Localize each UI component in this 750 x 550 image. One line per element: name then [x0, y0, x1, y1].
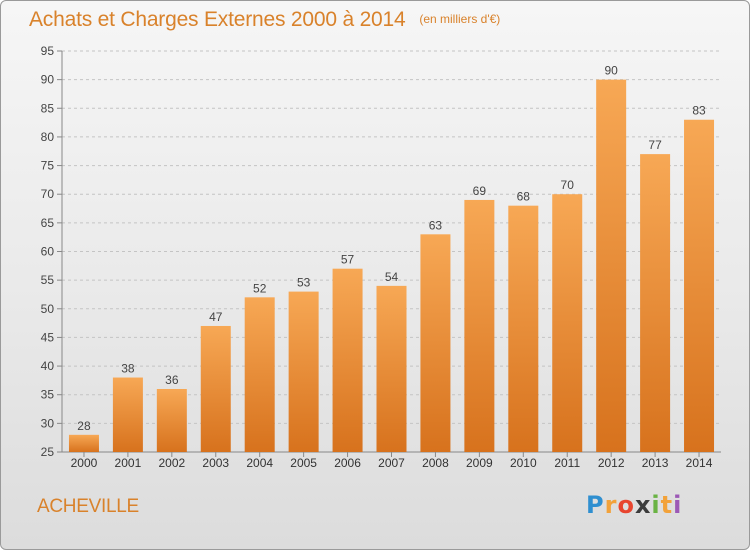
x-tick-label-2013: 2013 — [642, 456, 669, 470]
x-tick-label-2012: 2012 — [598, 456, 625, 470]
bar-2007 — [376, 285, 407, 452]
x-tick-label-2011: 2011 — [554, 456, 580, 470]
x-tick-label-2014: 2014 — [686, 456, 713, 470]
bar-2005 — [288, 291, 319, 452]
chart-title-text: Achats et Charges Externes 2000 à 2014 — [29, 8, 406, 31]
x-tick-label-2002: 2002 — [158, 456, 185, 470]
data-label-2007: 54 — [385, 270, 399, 284]
bar-2011 — [552, 194, 583, 452]
x-tick-label-2006: 2006 — [334, 456, 361, 470]
data-label-2002: 36 — [165, 373, 179, 387]
data-label-2011: 70 — [561, 178, 575, 192]
bar-2008 — [420, 234, 451, 452]
bar-2000 — [68, 434, 99, 452]
data-label-2009: 69 — [473, 184, 487, 198]
x-tick-label-2000: 2000 — [71, 456, 98, 470]
bar-2006 — [332, 268, 363, 452]
x-tick-label-2004: 2004 — [246, 456, 273, 470]
data-label-2010: 68 — [517, 190, 531, 204]
bar-2014 — [684, 119, 715, 452]
data-labels: 28 2000 38 2001 36 2002 47 2003 52 2004 53 2005 57 20… — [71, 64, 713, 470]
y-tick-label: 25 — [41, 445, 55, 459]
y-tick-label: 40 — [41, 359, 55, 373]
data-label-2001: 38 — [121, 362, 135, 376]
bar-2001 — [112, 377, 143, 452]
data-label-2012: 90 — [604, 64, 618, 78]
data-label-2004: 52 — [253, 281, 267, 295]
y-tick-label: 60 — [41, 245, 55, 259]
bar-2003 — [200, 325, 231, 452]
bar-2012 — [596, 79, 627, 453]
data-label-2005: 53 — [297, 276, 311, 290]
data-label-2000: 28 — [77, 419, 91, 433]
x-tick-label-2008: 2008 — [422, 456, 449, 470]
x-tick-label-2001: 2001 — [115, 456, 142, 470]
chart-title: Achats et Charges Externes 2000 à 2014 (… — [29, 8, 500, 32]
y-tick-label: 35 — [41, 388, 55, 402]
data-label-2006: 57 — [341, 253, 355, 267]
x-tick-label-2010: 2010 — [510, 456, 537, 470]
y-tick-label: 80 — [41, 130, 55, 144]
y-tick-label: 50 — [41, 302, 55, 316]
commune-name: ACHEVILLE — [37, 496, 139, 517]
x-tick-label-2009: 2009 — [466, 456, 493, 470]
y-tick-label: 95 — [41, 44, 55, 58]
bars — [68, 79, 715, 453]
y-tick-label: 45 — [41, 330, 55, 344]
data-label-2003: 47 — [209, 310, 223, 324]
y-tick-label: 85 — [41, 101, 55, 115]
y-tick-label: 70 — [41, 187, 55, 201]
y-tick-label: 75 — [41, 159, 55, 173]
x-tick-label-2003: 2003 — [202, 456, 229, 470]
data-label-2008: 63 — [429, 218, 443, 232]
bar-2009 — [464, 199, 495, 452]
bar-2004 — [244, 297, 275, 452]
y-tick-label: 90 — [41, 73, 55, 87]
proxiti-logo[interactable]: Proxiti — [586, 491, 683, 519]
y-tick-label: 55 — [41, 273, 55, 287]
x-tick-label-2005: 2005 — [290, 456, 317, 470]
y-tick-label: 30 — [41, 416, 55, 430]
data-label-2013: 77 — [648, 138, 662, 152]
bar-2002 — [156, 388, 187, 452]
bar-2013 — [640, 154, 671, 452]
bar-2010 — [508, 205, 539, 452]
chart-unit: (en milliers d'€) — [419, 12, 501, 26]
x-tick-label-2007: 2007 — [378, 456, 405, 470]
y-tick-label: 65 — [41, 216, 55, 230]
data-label-2014: 83 — [692, 104, 706, 118]
